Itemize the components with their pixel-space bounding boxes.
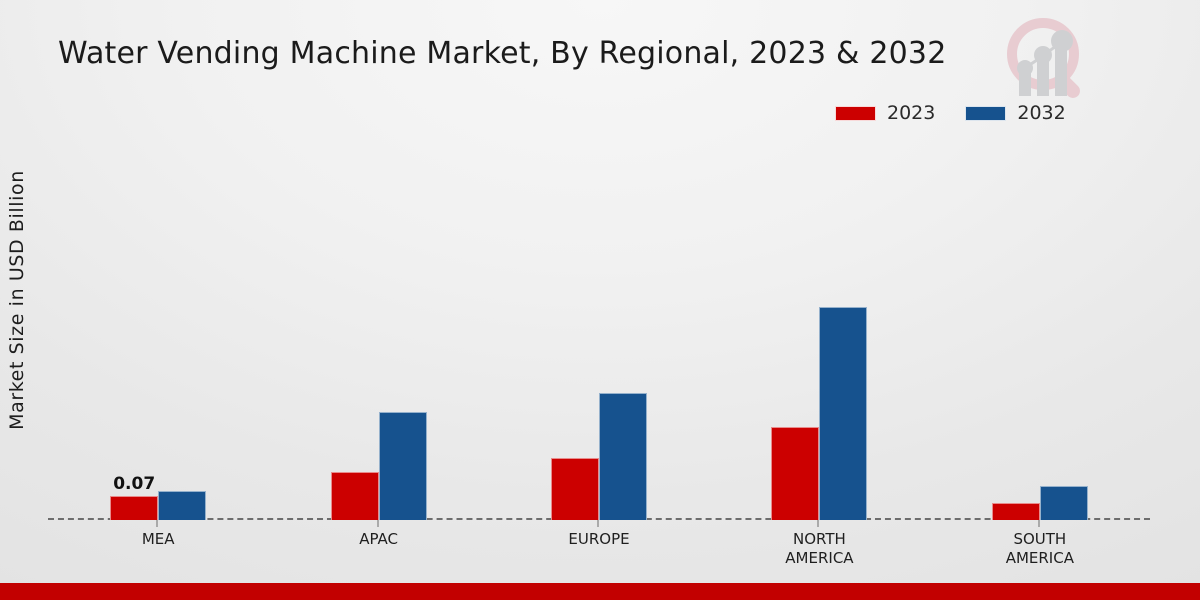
bar-group: NORTH AMERICA <box>709 142 929 567</box>
x-axis-label-south-america: SOUTH AMERICA <box>1005 530 1074 567</box>
legend-item-2023[interactable]: 2023 <box>835 102 935 124</box>
bar-2023[interactable] <box>330 472 379 527</box>
chart-title: Water Vending Machine Market, By Regiona… <box>58 36 947 71</box>
bar-2023[interactable] <box>771 427 820 527</box>
x-axis-tick <box>597 520 599 527</box>
watermark-logo-icon <box>995 8 1100 108</box>
y-axis-title: Market Size in USD Billion <box>6 170 28 430</box>
bar-pair: 0.07 <box>110 142 207 527</box>
bar-group: EUROPE <box>489 142 709 548</box>
x-axis-tick <box>156 520 158 527</box>
chart-legend: 2023 2032 <box>835 102 1066 124</box>
bar-2032[interactable] <box>158 491 207 520</box>
bar-2023[interactable] <box>551 458 600 527</box>
bar-pair <box>991 142 1088 527</box>
plot-area: 0.07 MEA APAC EUROPE NORTH AMERICA SOUTH AMER… <box>48 140 1150 567</box>
bar-pair <box>551 142 648 527</box>
x-axis-tick <box>817 520 819 527</box>
bar-pair <box>771 142 868 527</box>
bar-2032[interactable] <box>378 412 427 520</box>
bar-group: 0.07 MEA <box>48 142 268 548</box>
x-axis-label-north-america: NORTH AMERICA <box>785 530 854 567</box>
legend-swatch-2023 <box>835 105 876 121</box>
bar-value-label: 0.07 <box>113 474 156 494</box>
x-axis-tick <box>1038 520 1040 527</box>
bar-pair <box>330 142 427 527</box>
bar-2032[interactable] <box>819 307 868 520</box>
footer-accent-bar <box>0 583 1200 600</box>
bar-2023[interactable] <box>991 503 1040 527</box>
x-axis-label-mea: MEA <box>141 530 175 548</box>
legend-label-2023: 2023 <box>887 102 936 124</box>
bar-group: SOUTH AMERICA <box>930 142 1150 567</box>
legend-swatch-2032 <box>965 105 1007 121</box>
bar-2023[interactable]: 0.07 <box>110 474 159 527</box>
bar-group: APAC <box>268 142 488 548</box>
bar-groups: 0.07 MEA APAC EUROPE NORTH AMERICA SOUTH AMER… <box>48 142 1150 567</box>
x-axis-label-europe: EUROPE <box>568 530 630 548</box>
x-axis-tick <box>377 520 379 527</box>
bar-2032[interactable] <box>599 393 648 520</box>
legend-item-2032[interactable]: 2032 <box>965 102 1066 124</box>
bar-2032[interactable] <box>1039 486 1088 520</box>
legend-label-2032: 2032 <box>1017 102 1066 124</box>
x-axis-label-apac: APAC <box>359 530 399 548</box>
